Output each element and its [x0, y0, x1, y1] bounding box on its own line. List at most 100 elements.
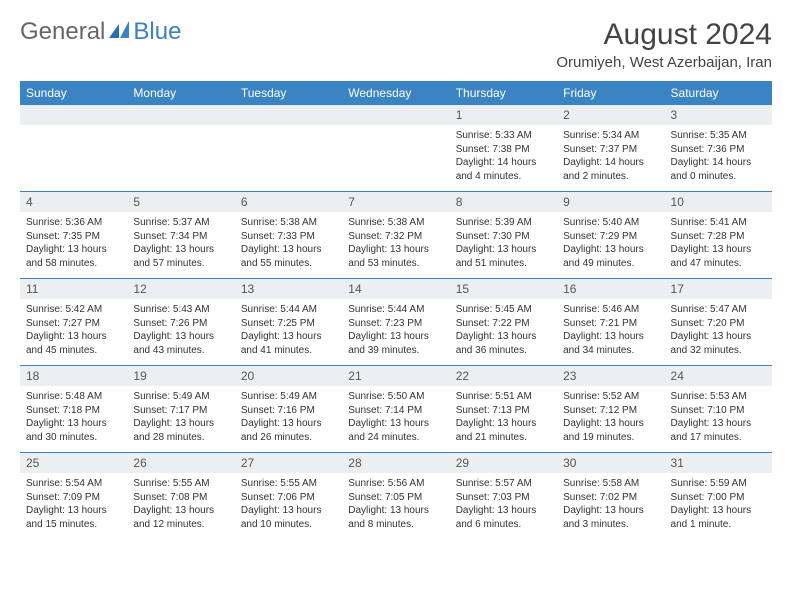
title-block: August 2024 Orumiyeh, West Azerbaijan, I… — [556, 18, 772, 71]
sunset-text: Sunset: 7:06 PM — [241, 491, 336, 505]
day-details: Sunrise: 5:45 AMSunset: 7:22 PMDaylight:… — [450, 299, 557, 365]
daylight-text: Daylight: 13 hours and 39 minutes. — [348, 330, 443, 357]
sunset-text: Sunset: 7:30 PM — [456, 230, 551, 244]
calendar-day: 26Sunrise: 5:55 AMSunset: 7:08 PMDayligh… — [127, 453, 234, 539]
weekday-header-row: SundayMondayTuesdayWednesdayThursdayFrid… — [20, 81, 772, 105]
daylight-text: Daylight: 13 hours and 3 minutes. — [563, 504, 658, 531]
calendar: SundayMondayTuesdayWednesdayThursdayFrid… — [20, 81, 772, 539]
sunrise-text: Sunrise: 5:38 AM — [348, 216, 443, 230]
daylight-text: Daylight: 13 hours and 30 minutes. — [26, 417, 121, 444]
day-number: 17 — [665, 279, 772, 299]
day-number: 20 — [235, 366, 342, 386]
calendar-day: 1Sunrise: 5:33 AMSunset: 7:38 PMDaylight… — [450, 105, 557, 191]
sunset-text: Sunset: 7:22 PM — [456, 317, 551, 331]
weekday-header: Saturday — [665, 81, 772, 105]
day-details: Sunrise: 5:47 AMSunset: 7:20 PMDaylight:… — [665, 299, 772, 365]
day-number — [235, 105, 342, 125]
day-details: Sunrise: 5:42 AMSunset: 7:27 PMDaylight:… — [20, 299, 127, 365]
day-number: 2 — [557, 105, 664, 125]
sunset-text: Sunset: 7:03 PM — [456, 491, 551, 505]
sunset-text: Sunset: 7:35 PM — [26, 230, 121, 244]
daylight-text: Daylight: 13 hours and 55 minutes. — [241, 243, 336, 270]
sunrise-text: Sunrise: 5:59 AM — [671, 477, 766, 491]
weekday-header: Friday — [557, 81, 664, 105]
sunset-text: Sunset: 7:26 PM — [133, 317, 228, 331]
sunrise-text: Sunrise: 5:53 AM — [671, 390, 766, 404]
day-details — [342, 125, 449, 137]
calendar-day: 10Sunrise: 5:41 AMSunset: 7:28 PMDayligh… — [665, 192, 772, 278]
day-details — [235, 125, 342, 137]
day-details: Sunrise: 5:44 AMSunset: 7:23 PMDaylight:… — [342, 299, 449, 365]
day-number: 9 — [557, 192, 664, 212]
sunset-text: Sunset: 7:27 PM — [26, 317, 121, 331]
sunrise-text: Sunrise: 5:51 AM — [456, 390, 551, 404]
calendar-day — [20, 105, 127, 191]
daylight-text: Daylight: 13 hours and 32 minutes. — [671, 330, 766, 357]
day-number — [342, 105, 449, 125]
daylight-text: Daylight: 13 hours and 51 minutes. — [456, 243, 551, 270]
day-number: 4 — [20, 192, 127, 212]
day-number: 31 — [665, 453, 772, 473]
day-details: Sunrise: 5:58 AMSunset: 7:02 PMDaylight:… — [557, 473, 664, 539]
daylight-text: Daylight: 13 hours and 57 minutes. — [133, 243, 228, 270]
sunset-text: Sunset: 7:29 PM — [563, 230, 658, 244]
weekday-header: Sunday — [20, 81, 127, 105]
daylight-text: Daylight: 13 hours and 21 minutes. — [456, 417, 551, 444]
day-number: 10 — [665, 192, 772, 212]
day-number: 22 — [450, 366, 557, 386]
day-number: 3 — [665, 105, 772, 125]
sunset-text: Sunset: 7:12 PM — [563, 404, 658, 418]
calendar-day: 30Sunrise: 5:58 AMSunset: 7:02 PMDayligh… — [557, 453, 664, 539]
sunrise-text: Sunrise: 5:33 AM — [456, 129, 551, 143]
calendar-day: 13Sunrise: 5:44 AMSunset: 7:25 PMDayligh… — [235, 279, 342, 365]
sunrise-text: Sunrise: 5:52 AM — [563, 390, 658, 404]
day-details: Sunrise: 5:55 AMSunset: 7:08 PMDaylight:… — [127, 473, 234, 539]
weekday-header: Tuesday — [235, 81, 342, 105]
daylight-text: Daylight: 14 hours and 4 minutes. — [456, 156, 551, 183]
daylight-text: Daylight: 13 hours and 15 minutes. — [26, 504, 121, 531]
brand-logo: General Blue — [20, 18, 181, 46]
calendar-day: 28Sunrise: 5:56 AMSunset: 7:05 PMDayligh… — [342, 453, 449, 539]
calendar-day: 14Sunrise: 5:44 AMSunset: 7:23 PMDayligh… — [342, 279, 449, 365]
daylight-text: Daylight: 13 hours and 58 minutes. — [26, 243, 121, 270]
day-details — [127, 125, 234, 137]
sunrise-text: Sunrise: 5:34 AM — [563, 129, 658, 143]
sunset-text: Sunset: 7:14 PM — [348, 404, 443, 418]
day-details: Sunrise: 5:49 AMSunset: 7:17 PMDaylight:… — [127, 386, 234, 452]
sunrise-text: Sunrise: 5:38 AM — [241, 216, 336, 230]
calendar-day: 3Sunrise: 5:35 AMSunset: 7:36 PMDaylight… — [665, 105, 772, 191]
day-details: Sunrise: 5:34 AMSunset: 7:37 PMDaylight:… — [557, 125, 664, 191]
daylight-text: Daylight: 13 hours and 8 minutes. — [348, 504, 443, 531]
sunrise-text: Sunrise: 5:47 AM — [671, 303, 766, 317]
calendar-day — [127, 105, 234, 191]
sunrise-text: Sunrise: 5:44 AM — [348, 303, 443, 317]
sunrise-text: Sunrise: 5:39 AM — [456, 216, 551, 230]
day-details: Sunrise: 5:49 AMSunset: 7:16 PMDaylight:… — [235, 386, 342, 452]
day-number: 19 — [127, 366, 234, 386]
sunrise-text: Sunrise: 5:42 AM — [26, 303, 121, 317]
day-details: Sunrise: 5:40 AMSunset: 7:29 PMDaylight:… — [557, 212, 664, 278]
daylight-text: Daylight: 13 hours and 45 minutes. — [26, 330, 121, 357]
day-number: 25 — [20, 453, 127, 473]
calendar-day: 29Sunrise: 5:57 AMSunset: 7:03 PMDayligh… — [450, 453, 557, 539]
day-details: Sunrise: 5:55 AMSunset: 7:06 PMDaylight:… — [235, 473, 342, 539]
calendar-day: 25Sunrise: 5:54 AMSunset: 7:09 PMDayligh… — [20, 453, 127, 539]
weekday-header: Thursday — [450, 81, 557, 105]
sunrise-text: Sunrise: 5:35 AM — [671, 129, 766, 143]
calendar-day: 31Sunrise: 5:59 AMSunset: 7:00 PMDayligh… — [665, 453, 772, 539]
sunset-text: Sunset: 7:08 PM — [133, 491, 228, 505]
sunset-text: Sunset: 7:02 PM — [563, 491, 658, 505]
calendar-day: 21Sunrise: 5:50 AMSunset: 7:14 PMDayligh… — [342, 366, 449, 452]
day-number: 11 — [20, 279, 127, 299]
calendar-day: 17Sunrise: 5:47 AMSunset: 7:20 PMDayligh… — [665, 279, 772, 365]
calendar-day — [342, 105, 449, 191]
sunset-text: Sunset: 7:21 PM — [563, 317, 658, 331]
day-details: Sunrise: 5:44 AMSunset: 7:25 PMDaylight:… — [235, 299, 342, 365]
day-details: Sunrise: 5:41 AMSunset: 7:28 PMDaylight:… — [665, 212, 772, 278]
sunset-text: Sunset: 7:10 PM — [671, 404, 766, 418]
day-number: 8 — [450, 192, 557, 212]
sunrise-text: Sunrise: 5:55 AM — [241, 477, 336, 491]
day-number: 6 — [235, 192, 342, 212]
sunrise-text: Sunrise: 5:44 AM — [241, 303, 336, 317]
calendar-day: 19Sunrise: 5:49 AMSunset: 7:17 PMDayligh… — [127, 366, 234, 452]
